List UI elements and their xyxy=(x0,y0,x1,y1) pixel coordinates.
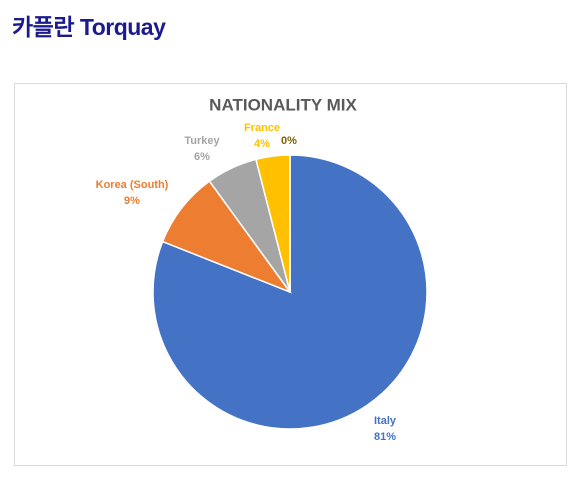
slice-label: Turkey xyxy=(184,135,220,147)
slice-value-label: 81% xyxy=(374,431,396,443)
slice-value-label: 0% xyxy=(281,135,297,147)
slice-label: Italy xyxy=(374,415,397,427)
slice-label: Korea (South) xyxy=(96,179,169,191)
slice-value-label: 9% xyxy=(124,195,140,207)
page-title: 카플란 Torquay xyxy=(12,14,166,40)
slice-value-label: 4% xyxy=(254,138,270,150)
chart-title: NATIONALITY MIX xyxy=(209,95,357,114)
slice-label: France xyxy=(244,122,280,134)
slice-value-label: 6% xyxy=(194,151,210,163)
